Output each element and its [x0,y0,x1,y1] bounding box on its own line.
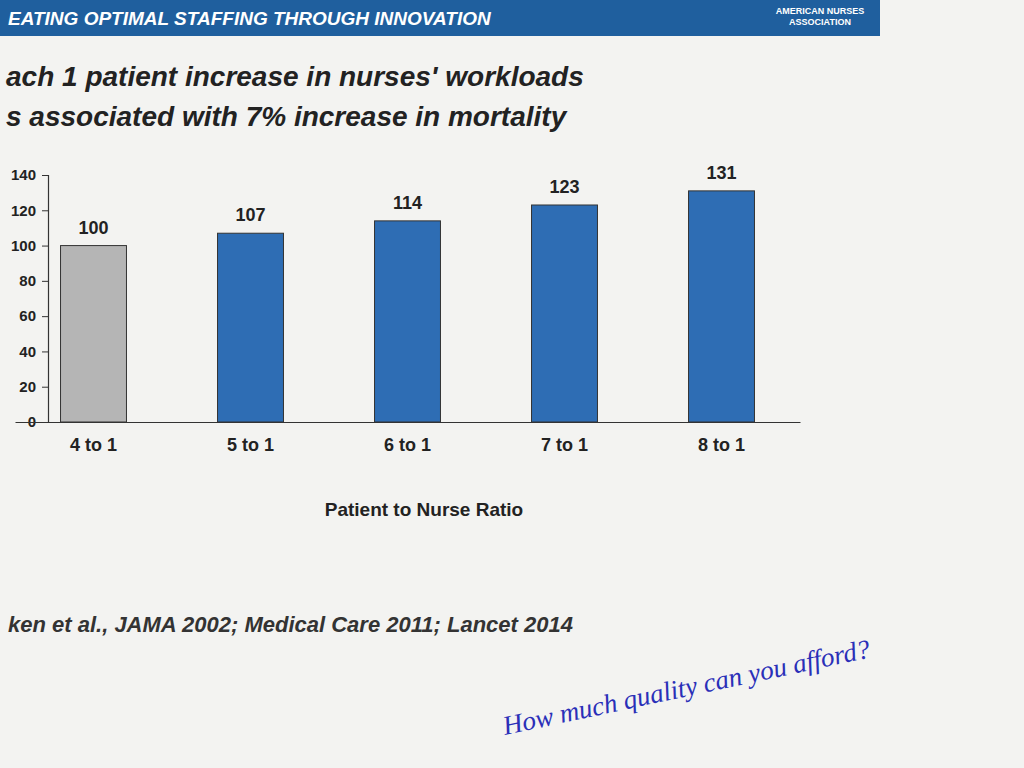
y-tick-label: 20 [19,378,36,395]
annotation: How much quality can you afford? [499,634,873,742]
y-tick-mark [42,387,48,388]
y-tick-mark [42,210,48,211]
y-tick-mark [42,351,48,352]
y-tick-label: 100 [11,237,36,254]
y-tick: 100 [11,237,48,254]
bars [61,191,755,422]
y-axis-line [42,176,49,423]
y-tick-mark [42,316,48,317]
organization: ASSOCIATION [789,17,851,27]
y-tick-mark [42,246,48,247]
y-tick: 80 [19,272,48,289]
y-tick-label: 140 [11,166,36,183]
x-tick: 4 to 1 [70,435,117,455]
y-tick: 60 [19,307,48,324]
x-axis-title: Patient to Nurse Ratio [325,499,523,520]
y-tick: 140 [11,166,48,183]
x-tick: 7 to 1 [541,435,588,455]
background [0,0,1024,768]
x-axis-line [16,422,801,423]
data-labels: 100 107 114 123 131 [78,163,736,238]
y-tick: 40 [19,343,48,360]
y-tick-label: 0 [28,413,36,430]
data-label: 114 [393,193,422,213]
y-tick-mark [42,175,48,176]
chart-root: EATING OPTIMAL STAFFING THROUGH INNOVATI… [0,0,1024,768]
bar [689,191,755,422]
y-tick: 20 [19,378,48,395]
header-banner [0,0,880,36]
y-tick-label: 60 [19,307,36,324]
x-tick-label: 8 to 1 [698,435,745,455]
title: ach 1 patient increase in nurses' worklo… [6,61,584,92]
x-tick: 5 to 1 [227,435,274,455]
y-tick: 0 [28,413,48,430]
x-tick: 8 to 1 [698,435,745,455]
data-label: 131 [706,163,736,183]
data-label: 123 [549,177,579,197]
y-tick: 120 [11,202,48,219]
bar [61,246,127,422]
x-tick-label: 4 to 1 [70,435,117,455]
header-text: EATING OPTIMAL STAFFING THROUGH INNOVATI… [8,8,492,29]
x-tick-label: 7 to 1 [541,435,588,455]
data-label: 107 [235,205,265,225]
data-label: 100 [78,218,108,238]
x-axis: 4 to 1 5 to 1 6 to 1 7 to 1 8 to 1 [16,423,801,455]
y-axis: 0 20 40 60 80 100 120 140 [11,166,49,430]
y-tick-label: 40 [19,343,36,360]
y-tick-mark [42,281,48,282]
bar [218,233,284,422]
bar [375,221,441,422]
y-tick-label: 120 [11,202,36,219]
bar [532,205,598,422]
organization: AMERICAN NURSES [776,6,865,16]
title: s associated with 7% increase in mortali… [6,101,568,132]
y-tick-label: 80 [19,272,36,289]
x-tick-label: 5 to 1 [227,435,274,455]
source: ken et al., JAMA 2002; Medical Care 2011… [8,612,573,637]
x-tick-label: 6 to 1 [384,435,431,455]
x-tick: 6 to 1 [384,435,431,455]
